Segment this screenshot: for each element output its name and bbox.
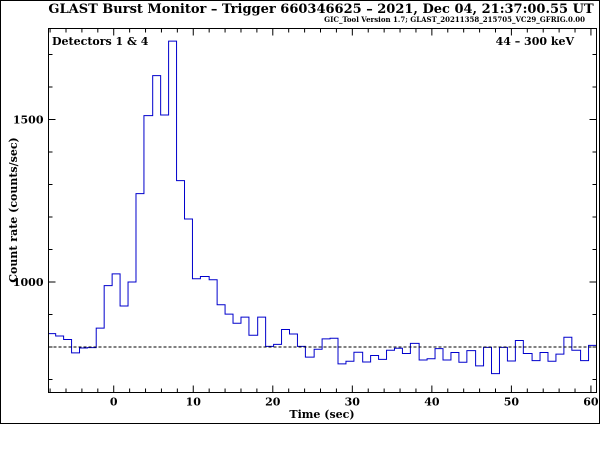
y-axis-label: Count rate (counts/sec) bbox=[7, 137, 20, 282]
chart-title: GLAST Burst Monitor – Trigger 660346625 … bbox=[48, 2, 594, 17]
x-tick-label: 50 bbox=[504, 396, 520, 409]
detectors-label: Detectors 1 & 4 bbox=[52, 35, 149, 48]
x-tick-label: 30 bbox=[345, 396, 361, 409]
plot-frame bbox=[48, 28, 597, 393]
axis-ticks: 0 10 20 30 40 50 60 1000 1500 bbox=[13, 28, 599, 409]
figure-border bbox=[0, 0, 600, 424]
x-tick-label: 60 bbox=[583, 396, 599, 409]
series-histogram bbox=[48, 40, 597, 375]
y-tick-label: 1500 bbox=[13, 114, 44, 127]
x-axis-label: Time (sec) bbox=[289, 408, 354, 421]
chart-subtitle: GIC_Tool Version 1.7; GLAST_20211358_215… bbox=[324, 15, 585, 24]
energy-range-label: 44 – 300 keV bbox=[496, 35, 575, 48]
x-tick-label: 20 bbox=[265, 396, 281, 409]
y-tick-label: 1000 bbox=[13, 276, 44, 289]
x-tick-label: 10 bbox=[186, 396, 202, 409]
x-tick-label: 0 bbox=[110, 396, 118, 409]
x-tick-label: 40 bbox=[424, 396, 440, 409]
